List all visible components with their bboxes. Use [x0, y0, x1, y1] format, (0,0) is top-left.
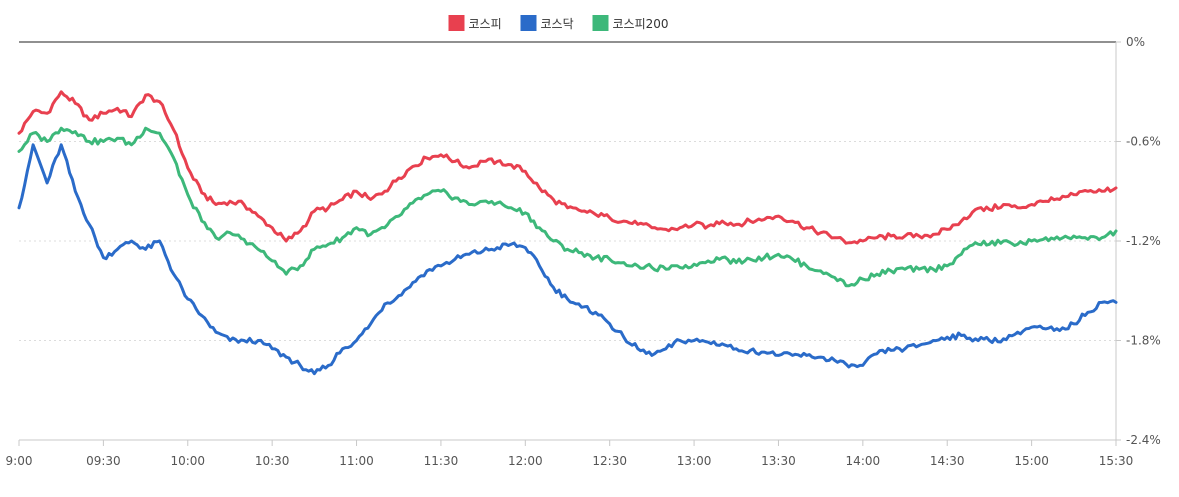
x-tick-label: 10:00: [170, 454, 205, 468]
x-tick-label: 15:30: [1099, 454, 1134, 468]
y-tick-label: -1.8%: [1126, 334, 1161, 348]
legend-label: 코스피200: [613, 17, 669, 31]
legend-swatch: [520, 15, 537, 31]
series-layer: [17, 90, 1118, 376]
x-tick-label: 13:00: [677, 454, 712, 468]
legend-label: 코스닥: [541, 17, 574, 31]
x-tick-label: 11:00: [339, 454, 374, 468]
grid-layer: [19, 41, 1116, 441]
y-tick-label: -0.6%: [1126, 135, 1161, 149]
legend-swatch: [592, 15, 609, 31]
series-line-1[interactable]: [17, 90, 1118, 245]
x-tick-label: 9:00: [6, 454, 33, 468]
y-tick-label: 0%: [1126, 35, 1145, 49]
series-line-2[interactable]: [17, 143, 1118, 376]
axis-layer: 0% -0.6% -1.2% -1.8% -2.4% 9:00 09:30 10:00 10:3…: [6, 35, 1161, 468]
x-tick-label: 15:00: [1014, 454, 1049, 468]
y-tick-label: -1.2%: [1126, 234, 1161, 248]
legend[interactable]: 코스피 코스닥 코스피200: [448, 15, 669, 31]
x-tick-label: 14:30: [930, 454, 965, 468]
x-tick-label: 14:00: [846, 454, 881, 468]
series-line-3[interactable]: [17, 126, 1118, 288]
legend-item[interactable]: 코스피200: [592, 15, 669, 31]
x-tick-label: 13:30: [761, 454, 796, 468]
x-tick-label: 09:30: [86, 454, 121, 468]
legend-label: 코스피: [469, 17, 502, 31]
legend-item[interactable]: 코스닥: [520, 15, 574, 31]
legend-swatch: [448, 15, 465, 31]
y-tick-label: -2.4%: [1126, 433, 1161, 447]
x-tick-label: 10:30: [255, 454, 290, 468]
x-tick-label: 11:30: [424, 454, 459, 468]
legend-item[interactable]: 코스피: [448, 15, 502, 31]
x-tick-label: 12:30: [592, 454, 627, 468]
x-tick-label: 12:00: [508, 454, 543, 468]
